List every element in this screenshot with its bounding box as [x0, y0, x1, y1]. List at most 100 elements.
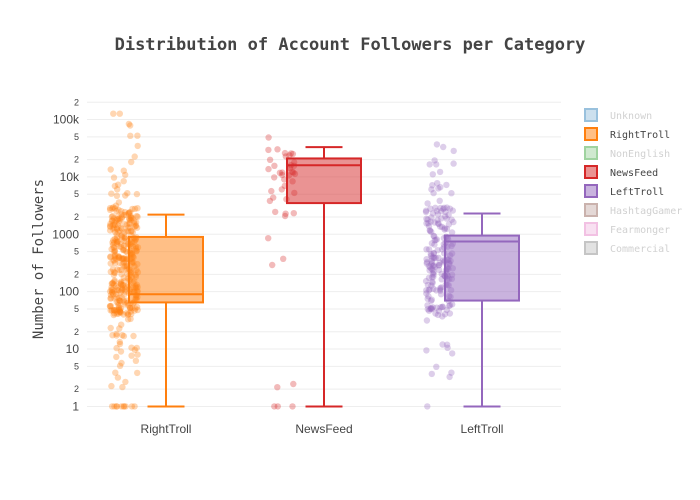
legend-item-commercial[interactable]: Commercial: [584, 241, 670, 255]
data-point: [450, 147, 457, 155]
data-point: [429, 278, 436, 286]
data-point: [450, 160, 457, 167]
data-point: [123, 221, 130, 229]
data-point: [124, 227, 132, 235]
data-point: [430, 285, 437, 292]
data-point: [435, 262, 443, 269]
data-point: [271, 403, 278, 410]
data-point: [441, 225, 449, 232]
data-point: [425, 293, 432, 300]
data-point: [106, 222, 114, 230]
data-point: [121, 234, 128, 242]
box-lefttroll: [444, 212, 520, 408]
data-point: [438, 284, 445, 291]
data-point: [274, 403, 281, 410]
data-point: [109, 241, 117, 248]
legend-item-hashtaggamer[interactable]: HashtagGamer: [584, 203, 682, 217]
data-point: [114, 266, 121, 273]
data-point: [432, 254, 439, 262]
data-point: [121, 220, 129, 228]
data-point: [433, 141, 441, 148]
box-righttroll: [128, 213, 204, 408]
data-point: [428, 265, 435, 273]
data-point: [424, 403, 431, 410]
data-point: [440, 143, 447, 151]
data-point: [437, 184, 444, 191]
data-point: [128, 344, 135, 351]
data-point: [131, 307, 138, 314]
data-point: [443, 204, 451, 211]
data-point: [127, 213, 135, 220]
data-point: [423, 215, 430, 222]
data-point: [423, 246, 430, 253]
data-point: [116, 294, 123, 301]
data-point: [132, 222, 140, 229]
data-point: [110, 257, 117, 264]
data-point: [119, 261, 126, 268]
data-point: [120, 178, 127, 185]
data-point: [424, 281, 432, 289]
data-point: [287, 150, 295, 157]
data-point: [434, 211, 442, 218]
data-point: [121, 284, 128, 292]
data-point: [113, 225, 121, 232]
legend-item-nonenglish[interactable]: NonEnglish: [584, 146, 670, 160]
data-point: [449, 207, 456, 214]
chart-title: Distribution of Account Followers per Ca…: [115, 35, 586, 55]
data-point: [445, 211, 452, 219]
data-point: [110, 271, 118, 278]
data-point: [118, 294, 125, 301]
data-point: [433, 304, 440, 311]
data-point: [117, 289, 124, 296]
data-point: [115, 254, 122, 261]
legend-item-righttroll[interactable]: RightTroll: [584, 127, 670, 141]
data-point: [112, 255, 120, 262]
data-point: [110, 204, 117, 211]
data-point: [437, 204, 444, 212]
data-point: [118, 284, 126, 292]
data-point: [117, 278, 125, 285]
y-tick-label: 2: [74, 97, 79, 107]
legend[interactable]: Unknown RightTroll NonEnglish NewsFeed LeftT…: [584, 108, 682, 255]
data-point: [435, 261, 443, 269]
data-point: [131, 220, 138, 227]
data-point: [127, 214, 135, 221]
data-point: [114, 238, 121, 245]
data-point: [428, 274, 436, 281]
data-point: [433, 236, 441, 243]
legend-item-fearmonger[interactable]: Fearmonger: [584, 222, 670, 236]
data-point: [125, 210, 132, 217]
data-point: [423, 317, 431, 324]
legend-item-unknown[interactable]: Unknown: [584, 108, 652, 122]
data-point: [120, 278, 128, 285]
data-point: [450, 218, 457, 226]
data-point: [286, 152, 293, 159]
y-tick-label: 5: [74, 247, 79, 257]
data-point: [436, 168, 444, 176]
data-point: [111, 269, 119, 276]
data-point: [107, 254, 114, 261]
data-point: [128, 158, 135, 166]
data-point: [120, 212, 128, 219]
data-point: [115, 219, 123, 226]
legend-item-newsfeed[interactable]: NewsFeed: [584, 165, 658, 179]
data-point: [122, 266, 130, 273]
data-point: [438, 270, 445, 278]
legend-swatch: [584, 165, 598, 179]
data-point: [113, 225, 121, 232]
data-point: [442, 213, 449, 220]
data-point: [422, 208, 430, 216]
data-point: [428, 240, 436, 247]
data-point: [133, 224, 141, 231]
data-point: [435, 185, 442, 192]
data-point: [118, 225, 126, 233]
data-point: [117, 305, 125, 312]
data-point: [431, 219, 438, 226]
legend-item-lefttroll[interactable]: LeftTroll: [584, 184, 664, 198]
data-point: [117, 348, 125, 355]
data-point: [110, 269, 118, 276]
y-tick-label: 2: [74, 384, 79, 394]
data-point: [113, 207, 120, 215]
data-point: [266, 156, 274, 163]
data-point: [109, 217, 116, 224]
